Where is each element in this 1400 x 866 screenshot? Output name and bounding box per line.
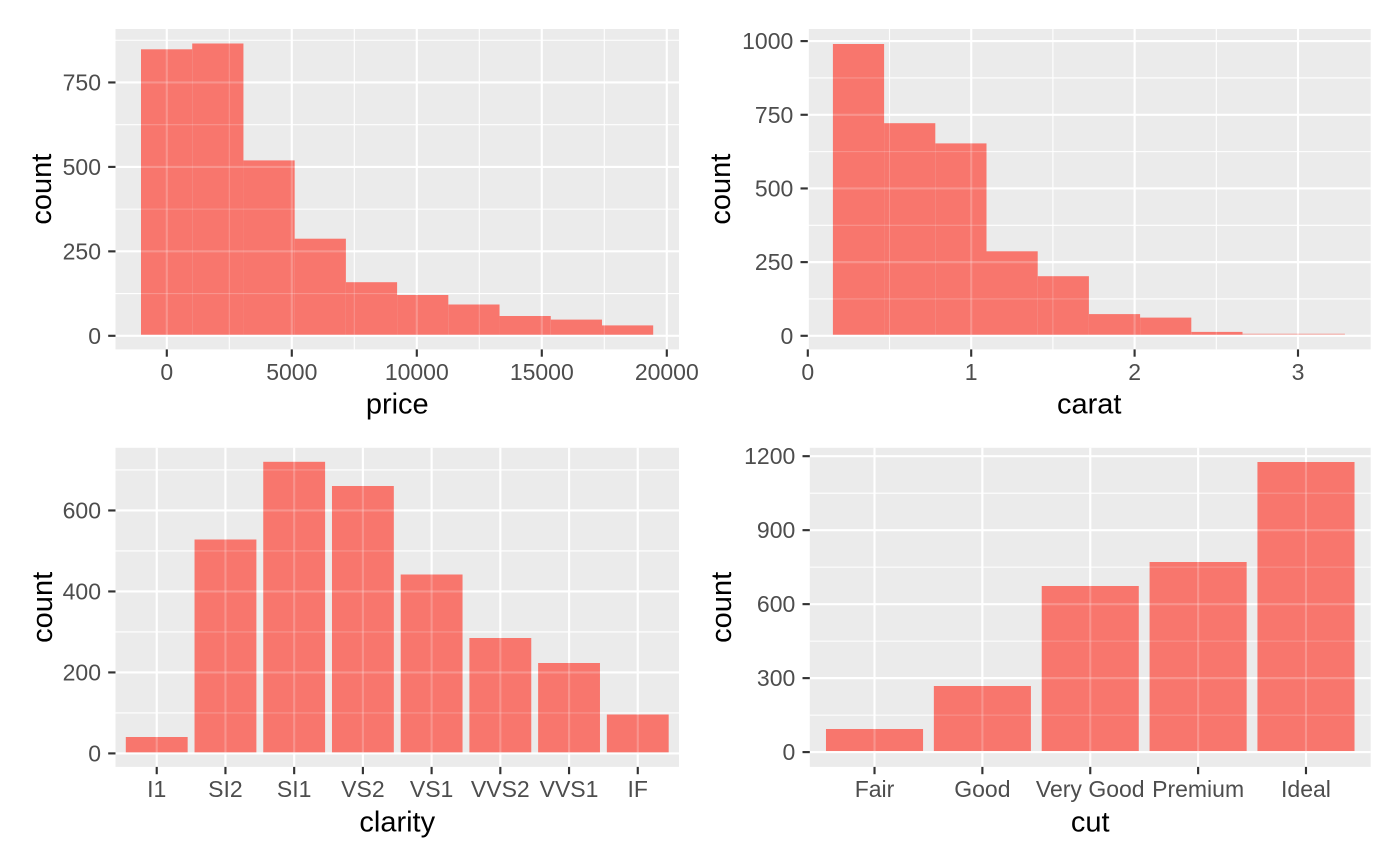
svg-text:IF: IF bbox=[628, 776, 648, 802]
svg-text:SI2: SI2 bbox=[208, 776, 243, 802]
svg-text:carat: carat bbox=[1057, 388, 1121, 420]
svg-text:500: 500 bbox=[755, 175, 793, 201]
svg-text:2: 2 bbox=[1128, 359, 1141, 385]
svg-text:200: 200 bbox=[63, 659, 101, 685]
svg-text:cut: cut bbox=[1071, 807, 1110, 839]
svg-text:count: count bbox=[705, 154, 737, 225]
svg-text:0: 0 bbox=[88, 323, 101, 349]
svg-text:500: 500 bbox=[63, 154, 101, 180]
svg-text:3: 3 bbox=[1292, 359, 1305, 385]
svg-text:15000: 15000 bbox=[510, 359, 574, 385]
svg-text:Ideal: Ideal bbox=[1281, 776, 1331, 802]
svg-text:300: 300 bbox=[757, 665, 795, 691]
svg-text:1200: 1200 bbox=[744, 443, 795, 469]
svg-text:750: 750 bbox=[755, 102, 793, 128]
svg-text:20000: 20000 bbox=[635, 359, 699, 385]
svg-text:1: 1 bbox=[965, 359, 978, 385]
svg-text:count: count bbox=[706, 572, 738, 643]
svg-text:Good: Good bbox=[954, 776, 1010, 802]
svg-text:price: price bbox=[366, 388, 429, 420]
svg-text:Very Good: Very Good bbox=[1036, 776, 1145, 802]
svg-text:600: 600 bbox=[63, 497, 101, 523]
svg-text:0: 0 bbox=[781, 323, 794, 349]
svg-text:VVS1: VVS1 bbox=[540, 776, 599, 802]
svg-text:count: count bbox=[27, 572, 59, 643]
svg-text:count: count bbox=[26, 154, 58, 225]
svg-text:Fair: Fair bbox=[855, 776, 895, 802]
svg-text:0: 0 bbox=[783, 739, 796, 765]
svg-text:0: 0 bbox=[88, 740, 101, 766]
svg-text:250: 250 bbox=[63, 238, 101, 264]
svg-text:750: 750 bbox=[63, 69, 101, 95]
svg-text:I1: I1 bbox=[147, 776, 166, 802]
svg-text:Premium: Premium bbox=[1152, 776, 1244, 802]
svg-text:10000: 10000 bbox=[385, 359, 449, 385]
svg-text:SI1: SI1 bbox=[277, 776, 312, 802]
svg-text:clarity: clarity bbox=[359, 807, 435, 839]
svg-text:0: 0 bbox=[801, 359, 814, 385]
svg-text:900: 900 bbox=[757, 517, 795, 543]
svg-text:VS1: VS1 bbox=[410, 776, 453, 802]
svg-text:0: 0 bbox=[160, 359, 173, 385]
svg-text:5000: 5000 bbox=[266, 359, 317, 385]
svg-text:600: 600 bbox=[757, 591, 795, 617]
svg-text:1000: 1000 bbox=[742, 28, 793, 54]
svg-text:VVS2: VVS2 bbox=[471, 776, 530, 802]
svg-text:400: 400 bbox=[63, 578, 101, 604]
svg-text:250: 250 bbox=[755, 249, 793, 275]
svg-text:VS2: VS2 bbox=[341, 776, 384, 802]
